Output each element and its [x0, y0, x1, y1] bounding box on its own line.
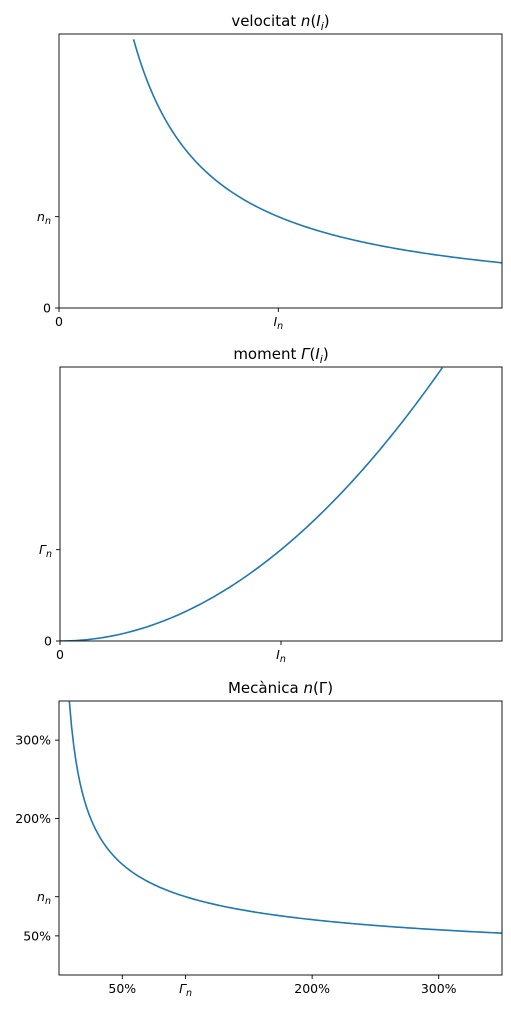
y-tick-label: Γn — [39, 542, 52, 560]
x-tick-label: 0 — [55, 314, 63, 329]
series-line — [132, 39, 502, 264]
y-tick-label: nn — [37, 209, 51, 227]
title-symbol: n — [303, 679, 313, 697]
title-paren: ) — [324, 12, 330, 30]
series-line — [60, 367, 443, 641]
title-paren: ( — [310, 12, 316, 30]
tick-symbol: I — [276, 647, 280, 662]
title-symbol: Γ — [301, 345, 311, 363]
y-tick-label: 200% — [15, 811, 51, 826]
title-subscript: i — [321, 20, 324, 33]
title-prefix: moment — [233, 345, 301, 363]
tick-subscript: n — [45, 896, 51, 907]
tick-subscript: n — [45, 216, 51, 227]
title-prefix: Mecànica — [228, 679, 304, 697]
chart-title: moment Γ(Ii) — [233, 345, 328, 366]
tick-symbol: Γ — [39, 542, 47, 557]
chart-title: Mecànica n(Γ) — [228, 679, 333, 697]
series-line — [68, 701, 502, 934]
tick-symbol: Γ — [179, 981, 187, 996]
tick-subscript: n — [277, 321, 283, 332]
title-variable: Γ — [319, 679, 328, 697]
y-tick-label: nn — [37, 889, 51, 907]
tick-subscript: n — [46, 549, 52, 560]
title-symbol: n — [301, 12, 311, 30]
axes-frame — [58, 33, 503, 309]
title-paren: ) — [323, 345, 329, 363]
tick-subscript: n — [280, 654, 286, 665]
axes-frame — [59, 366, 503, 642]
y-tick-label: 50% — [23, 928, 51, 943]
title-paren: ) — [327, 679, 333, 697]
x-tick-label: 0 — [56, 647, 64, 662]
x-tick-label: 200% — [294, 981, 330, 996]
title-paren: ( — [309, 345, 315, 363]
x-tick-label: In — [276, 647, 286, 665]
tick-subscript: n — [186, 988, 192, 999]
y-tick-label: 0 — [44, 634, 52, 649]
x-tick-label: 300% — [421, 981, 457, 996]
title-variable: I — [316, 12, 321, 30]
y-tick-label: 0 — [43, 301, 51, 316]
x-tick-label: 50% — [108, 981, 136, 996]
tick-symbol: I — [273, 314, 277, 329]
x-tick-label: In — [273, 314, 283, 332]
title-paren: ( — [313, 679, 319, 697]
title-prefix: velocitat — [231, 12, 301, 30]
x-tick-label: Γn — [179, 981, 192, 999]
title-subscript: i — [320, 353, 323, 366]
tick-symbol: n — [37, 889, 45, 904]
chart-title: velocitat n(Ii) — [231, 12, 329, 33]
tick-symbol: n — [37, 209, 45, 224]
axes-frame — [58, 700, 503, 976]
y-tick-label: 300% — [15, 733, 51, 748]
title-variable: I — [315, 345, 320, 363]
